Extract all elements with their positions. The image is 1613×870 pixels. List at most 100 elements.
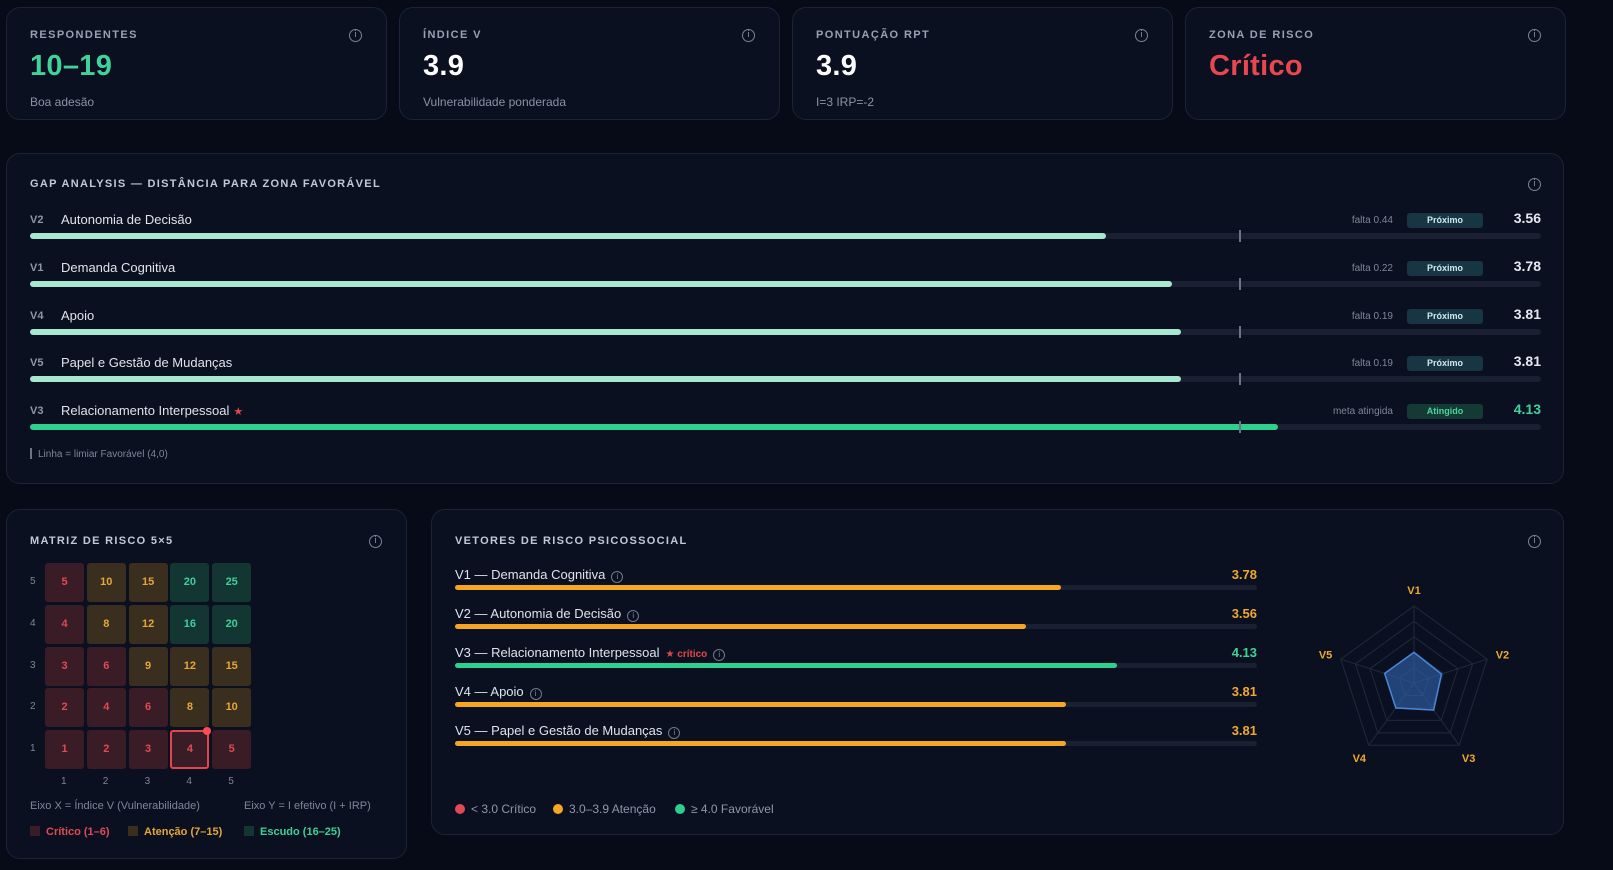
info-icon[interactable]: i bbox=[627, 609, 640, 622]
kpi-label: PONTUAÇÃO RPT bbox=[816, 29, 931, 41]
matrix-cell[interactable]: 4 bbox=[86, 688, 126, 728]
gap-code: V3 bbox=[30, 405, 44, 418]
y-tick: 3 bbox=[30, 659, 36, 671]
matrix-cell[interactable]: 25 bbox=[212, 563, 252, 602]
matrix-cell[interactable]: 8 bbox=[86, 604, 126, 644]
radar-axis-label: V1 bbox=[1407, 585, 1420, 597]
threshold-line bbox=[1238, 421, 1241, 434]
kpi-value: 10–19 bbox=[30, 50, 113, 82]
gap-name-text: Demanda Cognitiva bbox=[61, 259, 176, 275]
info-icon[interactable]: i bbox=[668, 726, 681, 739]
vector-name-text: V4 — Apoio bbox=[455, 683, 524, 699]
vector-track bbox=[455, 740, 1257, 746]
vector-fill bbox=[455, 623, 1027, 629]
kpi-card: RESPONDENTES i 10–19 Boa adesão bbox=[6, 7, 387, 120]
gap-track bbox=[30, 233, 1541, 239]
info-icon[interactable]: i bbox=[742, 29, 755, 42]
radar-grid-ring bbox=[1354, 620, 1474, 734]
kpi-card: PONTUAÇÃO RPT i 3.9 I=3 IRP=-2 bbox=[792, 7, 1173, 120]
info-icon[interactable]: i bbox=[1528, 178, 1541, 191]
matrix-cell[interactable]: 3 bbox=[128, 730, 168, 770]
vector-name-text: V1 — Demanda Cognitiva bbox=[455, 567, 606, 582]
vector-score: 4.13 bbox=[1231, 644, 1257, 660]
x-tick: 1 bbox=[61, 776, 67, 787]
risk-matrix-card: MATRIZ DE RISCO 5×5 i 5 5 10 15 20 25 4 4 8 12 16 2… bbox=[6, 509, 407, 859]
info-icon[interactable]: i bbox=[1528, 29, 1541, 42]
gap-missing: meta atingida bbox=[1332, 406, 1393, 418]
gap-row: V5 Papel e Gestão de Mudanças falta 0.19… bbox=[30, 353, 1541, 393]
radar-axis-label: V3 bbox=[1462, 753, 1475, 765]
legend-label: ≥ 4.0 Favorável bbox=[691, 802, 774, 816]
vector-score: 3.78 bbox=[1231, 567, 1257, 582]
matrix-cell[interactable]: 2 bbox=[86, 730, 126, 770]
status-badge: Próximo bbox=[1407, 308, 1483, 324]
kpi-subtitle: Vulnerabilidade ponderada bbox=[423, 95, 567, 109]
matrix-cell[interactable]: 5 bbox=[45, 563, 84, 602]
gap-name-text: Apoio bbox=[61, 307, 95, 323]
matrix-cell[interactable]: 20 bbox=[170, 563, 210, 602]
vector-score: 3.81 bbox=[1231, 722, 1257, 738]
vector-row: V5 — Papel e Gestão de Mudanças i 3.81 bbox=[455, 723, 1257, 759]
matrix-cell[interactable]: 16 bbox=[170, 604, 210, 644]
kpi-subtitle: I=3 IRP=-2 bbox=[816, 95, 875, 109]
gap-name-text: Papel e Gestão de Mudanças bbox=[61, 355, 233, 371]
info-icon[interactable]: i bbox=[369, 535, 382, 548]
risk-matrix-title: MATRIZ DE RISCO 5×5 bbox=[30, 535, 174, 547]
info-icon[interactable]: i bbox=[529, 687, 542, 700]
matrix-cell[interactable]: 5 bbox=[212, 730, 252, 770]
legend-swatch bbox=[128, 826, 138, 836]
threshold-line bbox=[1238, 325, 1241, 338]
vector-name: V5 — Papel e Gestão de Mudanças i bbox=[455, 722, 681, 739]
vector-track bbox=[455, 701, 1257, 707]
matrix-cell[interactable]: 1 bbox=[45, 730, 84, 770]
status-badge: Próximo bbox=[1407, 356, 1483, 372]
vector-name-text: V2 — Autonomia de Decisão bbox=[455, 605, 622, 621]
matrix-cell[interactable]: 8 bbox=[170, 688, 210, 728]
gap-score: 3.56 bbox=[1513, 210, 1541, 226]
matrix-cell[interactable]: 4 bbox=[45, 604, 84, 644]
info-icon[interactable]: i bbox=[611, 571, 624, 583]
vector-fill bbox=[455, 740, 1067, 746]
gap-fill bbox=[30, 328, 1182, 335]
matrix-cell[interactable]: 12 bbox=[128, 604, 168, 644]
radar-grid-ring bbox=[1369, 636, 1459, 721]
matrix-cell[interactable]: 12 bbox=[170, 646, 210, 686]
matrix-cell[interactable]: 20 bbox=[212, 604, 252, 644]
vector-name: V1 — Demanda Cognitiva i bbox=[455, 567, 624, 583]
matrix-cell[interactable]: 10 bbox=[212, 688, 252, 728]
y-tick: 5 bbox=[30, 576, 36, 587]
legend-swatch bbox=[244, 826, 254, 836]
matrix-cell[interactable]: 10 bbox=[86, 563, 126, 602]
info-icon[interactable]: i bbox=[1135, 29, 1148, 42]
y-tick: 2 bbox=[30, 701, 36, 713]
info-icon[interactable]: i bbox=[349, 29, 362, 42]
matrix-cell[interactable]: 15 bbox=[212, 646, 252, 686]
status-badge: Próximo bbox=[1407, 260, 1483, 276]
gap-track bbox=[30, 328, 1541, 335]
vector-score: 3.81 bbox=[1231, 683, 1257, 699]
radar-grid-ring bbox=[1340, 605, 1488, 746]
matrix-legend-item: Crítico (1–6) bbox=[30, 826, 110, 838]
info-icon[interactable]: i bbox=[1528, 535, 1541, 548]
info-icon[interactable]: i bbox=[713, 648, 726, 661]
matrix-cell[interactable]: 3 bbox=[45, 646, 84, 686]
matrix-cell[interactable]: 2 bbox=[45, 688, 84, 728]
matrix-cell[interactable]: 15 bbox=[128, 563, 168, 602]
threshold-line bbox=[1238, 230, 1241, 242]
radar-series-polygon bbox=[1383, 651, 1443, 711]
matrix-cell[interactable]: 9 bbox=[128, 646, 168, 686]
matrix-cell[interactable]: 6 bbox=[86, 646, 126, 686]
gap-missing: falta 0.22 bbox=[1351, 262, 1393, 274]
matrix-cell[interactable]: 6 bbox=[128, 688, 168, 728]
vector-row: V3 — Relacionamento Interpessoal ★ crític… bbox=[455, 645, 1257, 681]
legend-label: 3.0–3.9 Atenção bbox=[569, 802, 656, 816]
gap-score: 3.81 bbox=[1513, 305, 1541, 322]
kpi-value: 3.9 bbox=[816, 50, 858, 82]
current-position-marker bbox=[203, 727, 212, 736]
kpi-subtitle: Boa adesão bbox=[30, 95, 95, 109]
vector-name-text: V5 — Papel e Gestão de Mudanças bbox=[455, 722, 663, 738]
gap-name: Apoio bbox=[61, 308, 94, 323]
x-tick: 4 bbox=[186, 776, 192, 787]
matrix-cell-selected[interactable]: 4 bbox=[170, 730, 210, 770]
gap-code: V1 bbox=[30, 261, 44, 274]
